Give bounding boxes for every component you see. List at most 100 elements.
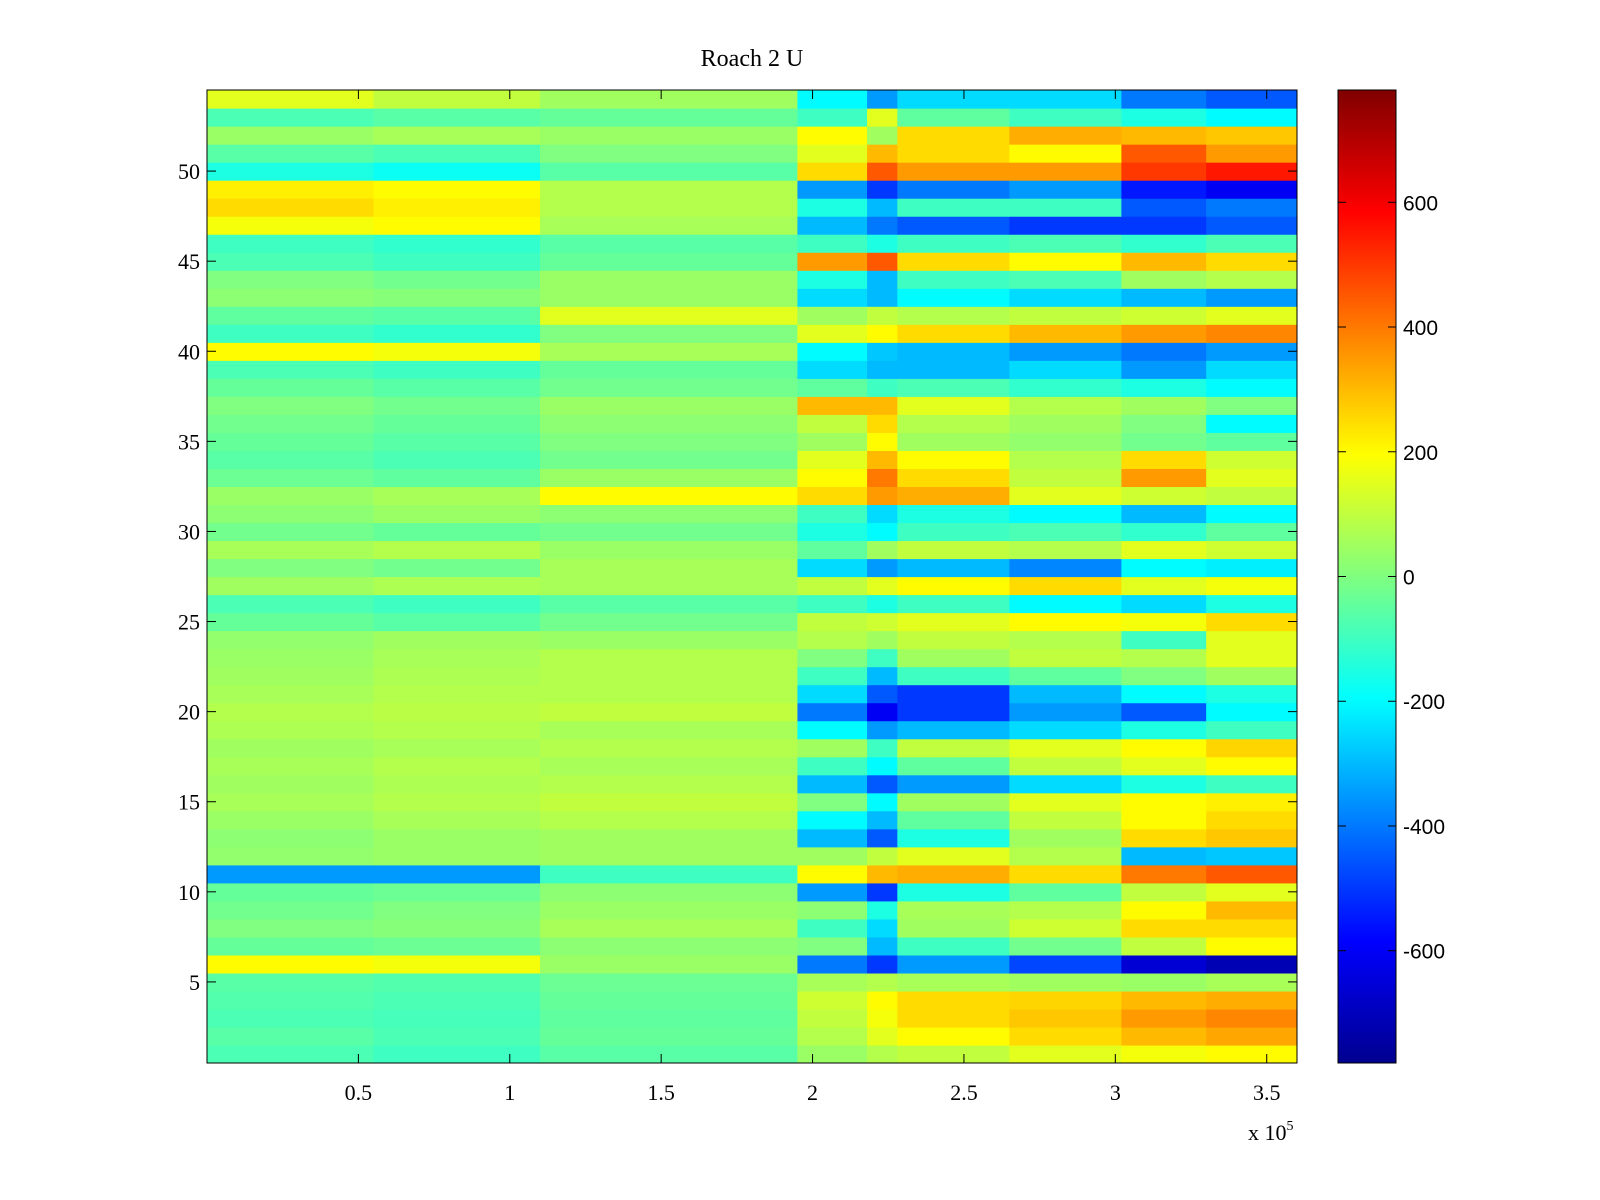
heatmap-cell	[797, 288, 868, 307]
heatmap-cell	[867, 504, 898, 524]
heatmap-cell	[373, 252, 541, 271]
heatmap-cell	[1009, 1026, 1122, 1046]
heatmap-cell	[373, 324, 541, 343]
heatmap-cell	[1121, 180, 1207, 199]
heatmap-cell	[797, 522, 868, 542]
heatmap-cell	[1121, 1044, 1207, 1063]
heatmap-cell	[207, 270, 375, 289]
heatmap-cell	[207, 414, 375, 433]
heatmap-cell	[373, 1008, 541, 1028]
heatmap-cell	[867, 882, 898, 902]
heatmap-cell	[1121, 378, 1207, 397]
heatmap-cell	[797, 324, 868, 343]
heatmap-cell	[207, 180, 375, 199]
heatmap-cell	[867, 954, 898, 974]
heatmap-cell	[867, 144, 898, 163]
heatmap-cell	[897, 630, 1010, 650]
heatmap-cell	[1009, 594, 1122, 614]
heatmap-cell	[540, 1008, 799, 1028]
heatmap-cell	[897, 864, 1010, 884]
x-multiplier-base: x 10	[1248, 1120, 1287, 1145]
heatmap-cell	[897, 594, 1010, 614]
heatmap-cell	[540, 162, 799, 181]
heatmap-cell	[867, 936, 898, 956]
heatmap-cell	[897, 972, 1010, 992]
heatmap-cell	[207, 810, 375, 830]
heatmap-cell	[1206, 360, 1297, 379]
heatmap-cell	[207, 198, 375, 217]
heatmap-cell	[1121, 486, 1207, 506]
heatmap-cell	[1206, 990, 1297, 1010]
heatmap-cell	[540, 1044, 799, 1063]
heatmap-cell	[897, 738, 1010, 758]
heatmap-cell	[540, 432, 799, 451]
heatmap-cell	[897, 1044, 1010, 1063]
heatmap-cell	[867, 468, 898, 488]
heatmap-cell	[797, 738, 868, 758]
heatmap-cell	[373, 936, 541, 956]
heatmap-cell	[1009, 846, 1122, 866]
heatmap-cell	[373, 738, 541, 758]
heatmap-cell	[797, 882, 868, 902]
heatmap-cell	[1206, 576, 1297, 596]
heatmap-cell	[207, 828, 375, 848]
heatmap-cell	[1009, 306, 1122, 325]
heatmap-cell	[1206, 756, 1297, 776]
heatmap-cell	[1206, 270, 1297, 289]
heatmap-cell	[207, 288, 375, 307]
heatmap-cell	[1009, 558, 1122, 578]
heatmap-cell	[373, 702, 541, 722]
heatmap-cell	[207, 162, 375, 181]
heatmap-cell	[373, 918, 541, 938]
heatmap-cell	[1009, 126, 1122, 145]
heatmap-cell	[1206, 666, 1297, 686]
heatmap-cell	[867, 684, 898, 704]
heatmap-cell	[797, 162, 868, 181]
heatmap-cell	[1121, 594, 1207, 614]
heatmap-cell	[373, 342, 541, 361]
heatmap-cell	[540, 360, 799, 379]
heatmap-cell	[540, 756, 799, 776]
heatmap-cell	[540, 450, 799, 469]
heatmap-cell	[867, 162, 898, 181]
heatmap-cell	[897, 396, 1010, 415]
heatmap-cell	[540, 810, 799, 830]
heatmap-cell	[207, 846, 375, 866]
heatmap-cell	[1206, 702, 1297, 722]
heatmap-cell	[1206, 108, 1297, 127]
x-tick-label: 2.5	[950, 1080, 978, 1105]
heatmap-cell	[1009, 612, 1122, 632]
heatmap-cell	[207, 666, 375, 686]
heatmap-cell	[207, 1008, 375, 1028]
heatmap-cell	[207, 738, 375, 758]
heatmap-cell	[867, 666, 898, 686]
x-multiplier-exponent: 5	[1287, 1119, 1294, 1134]
heatmap-cell	[540, 936, 799, 956]
heatmap-cell	[867, 828, 898, 848]
heatmap-cell	[1121, 612, 1207, 632]
heatmap-cell	[1121, 270, 1207, 289]
heatmap-cell	[1009, 396, 1122, 415]
heatmap-cell	[540, 594, 799, 614]
heatmap-cell	[373, 504, 541, 524]
heatmap-cell	[797, 684, 868, 704]
heatmap-cell	[897, 702, 1010, 722]
heatmap-cell	[207, 594, 375, 614]
heatmap-cell	[1121, 468, 1207, 488]
heatmap-cell	[373, 414, 541, 433]
heatmap-cell	[373, 1044, 541, 1063]
heatmap-cell	[897, 90, 1010, 109]
heatmap-cell	[540, 828, 799, 848]
heatmap-cell	[207, 936, 375, 956]
heatmap-cell	[373, 612, 541, 632]
x-axis: 0.5 1 1.5 2 2.5 3 3.5	[345, 90, 1280, 1105]
heatmap-cell	[897, 900, 1010, 920]
heatmap-cell	[1009, 486, 1122, 506]
heatmap-cell	[897, 756, 1010, 776]
heatmap-cell	[1009, 216, 1122, 235]
heatmap-cell	[797, 270, 868, 289]
heatmap-cell	[373, 468, 541, 488]
heatmap-cell	[540, 468, 799, 488]
heatmap-cell	[1206, 1026, 1297, 1046]
heatmap-cell	[867, 270, 898, 289]
